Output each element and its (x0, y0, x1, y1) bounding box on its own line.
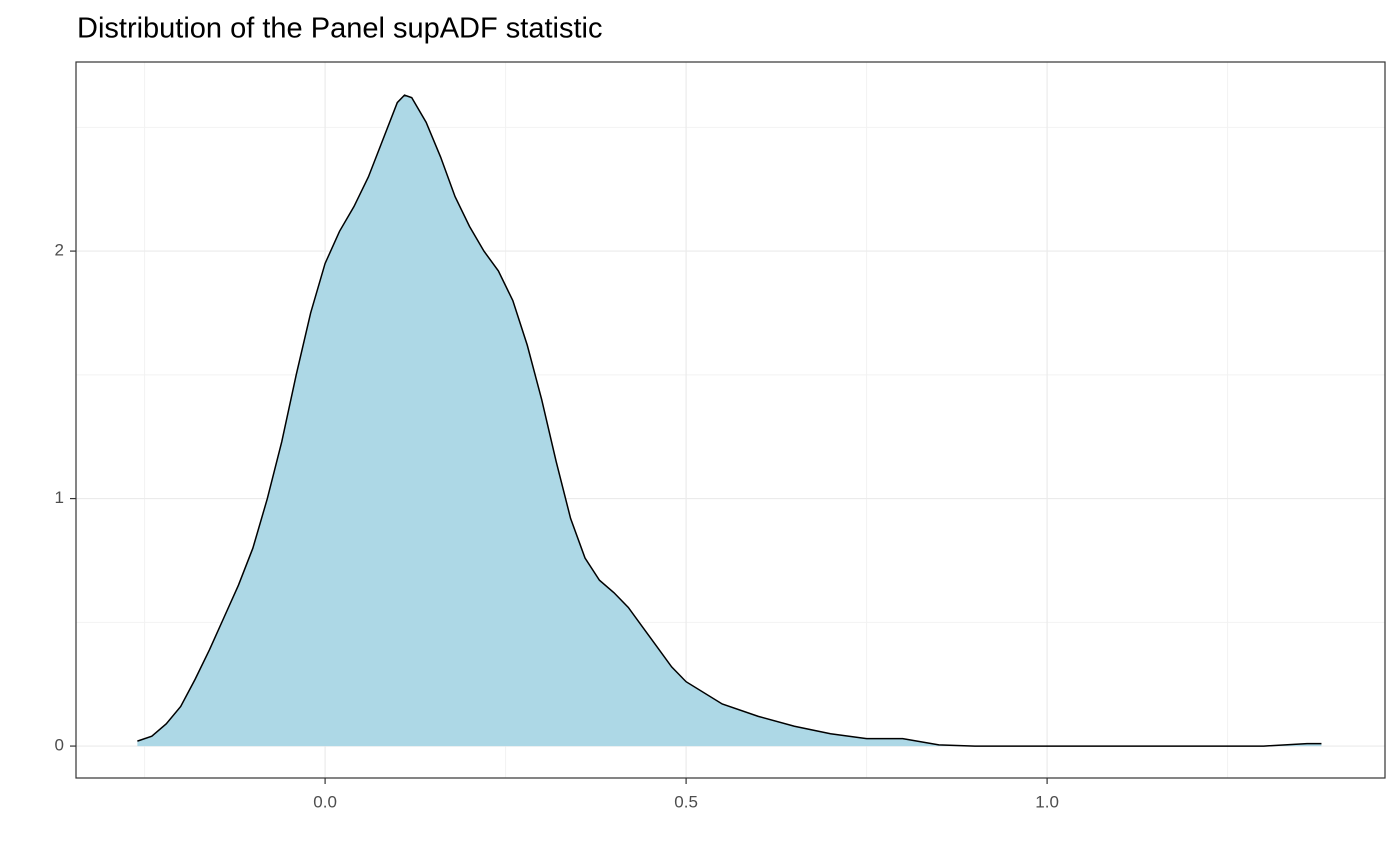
y-tick-label: 0 (55, 736, 64, 755)
panel-border (75, 61, 1386, 779)
x-tick-label: 1.0 (1035, 792, 1059, 811)
y-tick-label: 2 (55, 241, 64, 260)
x-tick-label: 0.0 (313, 792, 337, 811)
density-line (137, 94, 1322, 747)
chart-title: Distribution of the Panel supADF statist… (77, 13, 602, 45)
density-area (137, 95, 1322, 747)
x-tick-label: 0.5 (674, 792, 698, 811)
y-tick-label: 1 (55, 488, 64, 507)
